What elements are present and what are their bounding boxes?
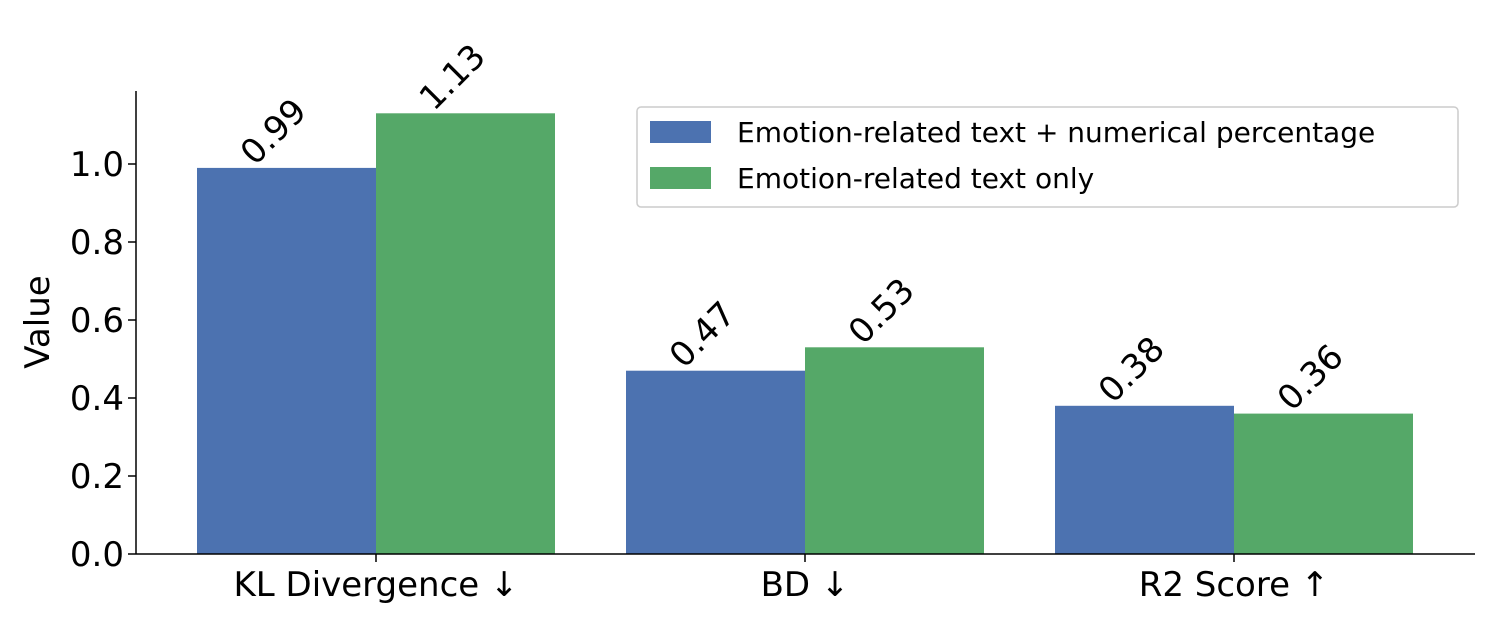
legend-frame xyxy=(636,106,1459,208)
y-tick-label: 0.6 xyxy=(70,301,124,341)
x-tick-label: KL Divergence ↓ xyxy=(233,565,518,605)
data-label-series-1-cat-3: 0.38 xyxy=(1091,329,1173,411)
legend-label-series-1: Emotion-related text + numerical percent… xyxy=(737,116,1375,149)
data-label-series-2-cat-3: 0.36 xyxy=(1270,337,1352,419)
legend-swatch-series-1 xyxy=(650,121,711,143)
x-ticks-group: KL Divergence ↓ BD ↓ R2 Score ↑ xyxy=(233,554,1329,605)
data-label-series-1-cat-2: 0.47 xyxy=(662,294,744,376)
bar-series-2-cat-1 xyxy=(376,113,555,555)
bar-series-2-cat-2 xyxy=(805,347,984,554)
bars-group xyxy=(197,113,1413,555)
y-tick-label: 1.0 xyxy=(70,145,124,185)
bar-series-1-cat-1 xyxy=(197,167,376,554)
legend-swatch-series-2 xyxy=(650,167,711,189)
legend: Emotion-related text + numerical percent… xyxy=(636,106,1459,208)
legend-label-series-2: Emotion-related text only xyxy=(737,162,1094,195)
y-axis-title: Value xyxy=(18,275,58,368)
x-tick-label: R2 Score ↑ xyxy=(1139,565,1330,605)
data-label-series-2-cat-1: 1.13 xyxy=(412,37,494,119)
y-tick-label: 0.8 xyxy=(70,223,124,263)
data-label-series-1-cat-1: 0.99 xyxy=(233,91,315,173)
y-tick-label: 0.2 xyxy=(70,457,124,497)
data-label-series-2-cat-2: 0.53 xyxy=(841,271,923,353)
bar-series-2-cat-3 xyxy=(1234,413,1413,554)
y-tick-label: 0.4 xyxy=(70,379,124,419)
bar-series-1-cat-2 xyxy=(626,370,805,554)
y-tick-label: 0.0 xyxy=(70,535,124,575)
x-tick-label: BD ↓ xyxy=(761,565,850,605)
y-ticks-group: 0.0 0.2 0.4 0.6 0.8 1.0 xyxy=(70,145,136,575)
bar-series-1-cat-3 xyxy=(1055,405,1234,554)
